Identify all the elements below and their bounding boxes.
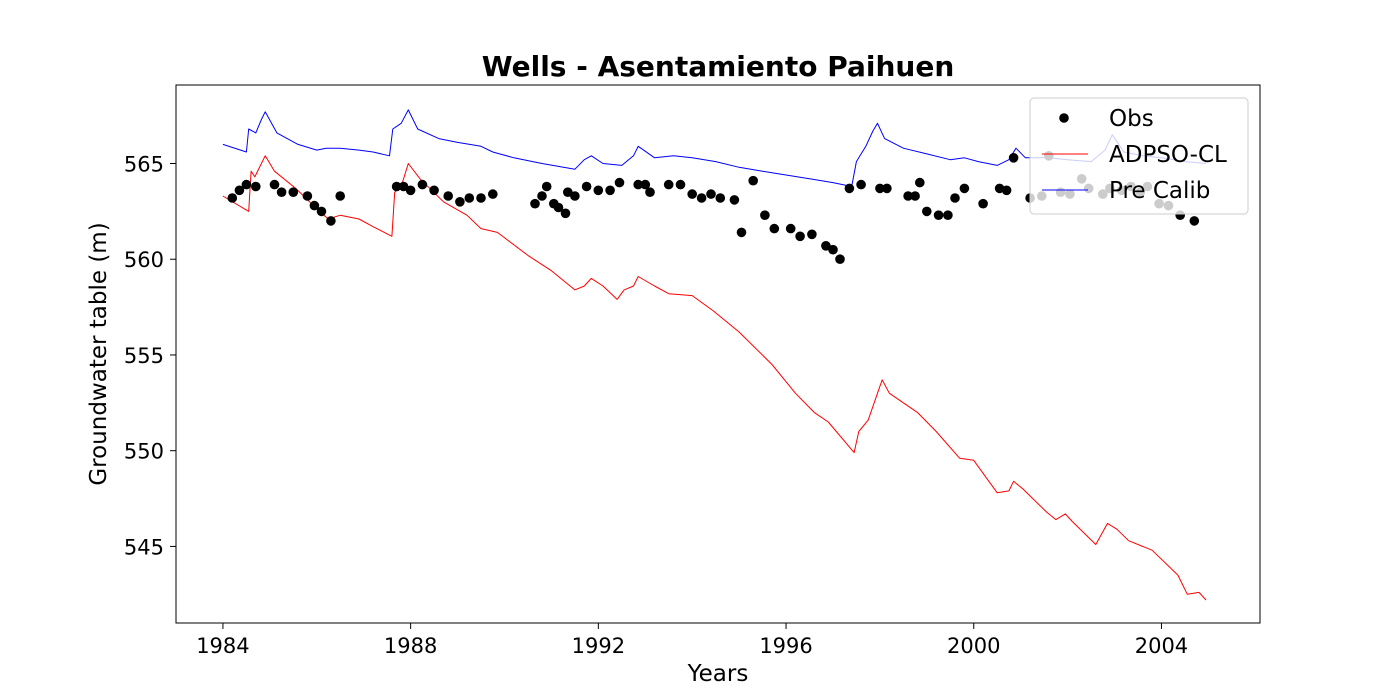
- data-point-obs: [882, 183, 892, 194]
- data-point-obs: [316, 206, 327, 217]
- data-point-obs: [1008, 153, 1019, 163]
- y-tick-label: 560: [124, 248, 164, 272]
- data-point-obs: [429, 185, 439, 196]
- x-tick-label: 1992: [572, 634, 625, 658]
- data-point-obs: [943, 210, 953, 220]
- data-point-obs: [828, 244, 838, 255]
- data-point-obs: [581, 181, 592, 192]
- data-point-obs: [769, 223, 780, 234]
- x-axis-label: Years: [687, 661, 749, 687]
- x-tick-label: 1996: [759, 634, 812, 658]
- data-point-obs: [335, 191, 346, 201]
- data-point-obs: [795, 231, 805, 242]
- data-point-obs: [593, 185, 604, 196]
- data-point-obs: [835, 254, 845, 264]
- data-point-obs: [1189, 216, 1200, 226]
- data-point-obs: [227, 193, 238, 203]
- data-point-obs: [633, 179, 643, 190]
- data-point-obs: [785, 223, 796, 234]
- data-point-obs: [269, 179, 280, 190]
- data-point-obs: [476, 193, 486, 203]
- data-point-obs: [605, 185, 615, 196]
- data-point-obs: [234, 185, 245, 196]
- data-point-obs: [736, 227, 747, 238]
- data-point-obs: [856, 179, 866, 190]
- data-point-obs: [398, 181, 409, 192]
- data-point-obs: [455, 197, 465, 207]
- data-point-obs: [464, 193, 475, 203]
- data-point-obs: [241, 179, 252, 190]
- y-tick-label: 545: [124, 535, 164, 559]
- x-tick-label: 1988: [384, 634, 437, 658]
- data-point-obs: [443, 191, 454, 201]
- data-point-obs: [391, 181, 402, 192]
- axes-frame: [175, 84, 1261, 624]
- data-point-obs: [302, 191, 313, 201]
- data-point-obs: [276, 187, 287, 197]
- data-point-obs: [570, 191, 580, 201]
- legend-label-adpso-cl: ADPSO-CL: [1109, 142, 1227, 168]
- x-tick-label: 2000: [947, 634, 1000, 658]
- data-point-obs: [645, 187, 655, 197]
- data-point-obs: [875, 183, 885, 194]
- data-point-obs: [696, 193, 707, 203]
- data-point-obs: [729, 195, 740, 205]
- data-point-obs: [288, 187, 299, 197]
- data-point-obs: [760, 210, 770, 220]
- data-point-obs: [807, 229, 817, 240]
- data-point-obs: [1001, 185, 1012, 196]
- data-point-obs: [309, 200, 320, 211]
- data-point-obs: [530, 198, 540, 209]
- x-tick-label: 2004: [1135, 634, 1188, 658]
- data-point-obs: [541, 181, 552, 192]
- legend-label-pre-calib: Pre Calib: [1109, 178, 1210, 204]
- data-point-obs: [537, 191, 547, 201]
- legend-entries: Obs ADPSO-CL Pre Calib: [1042, 106, 1227, 204]
- data-point-obs: [563, 187, 573, 197]
- data-point-obs: [933, 210, 944, 220]
- data-point-obs: [748, 175, 758, 186]
- data-point-obs: [910, 191, 920, 201]
- data-point-obs: [663, 179, 674, 190]
- data-point-obs: [675, 179, 686, 190]
- data-point-obs: [553, 202, 564, 213]
- legend-label-obs: Obs: [1109, 106, 1154, 132]
- chart-title: Wells - Asentamiento Paihuen: [482, 50, 955, 83]
- data-point-obs: [560, 208, 571, 219]
- data-point-obs: [488, 189, 498, 199]
- data-point-obs: [922, 206, 932, 217]
- data-point-obs: [915, 177, 925, 188]
- data-point-obs: [715, 193, 726, 203]
- data-point-obs: [844, 183, 855, 194]
- y-tick-label: 550: [124, 440, 164, 464]
- legend-marker-obs: [1059, 113, 1069, 123]
- data-point-obs: [614, 177, 625, 188]
- data-point-obs: [903, 191, 913, 201]
- data-point-obs: [326, 216, 336, 226]
- data-point-obs: [405, 185, 416, 196]
- data-point-obs: [821, 241, 831, 251]
- data-point-obs: [706, 189, 716, 199]
- data-point-obs: [950, 193, 960, 203]
- data-point-obs: [417, 179, 428, 190]
- data-point-obs: [640, 179, 651, 190]
- y-axis-label: Groundwater table (m): [86, 222, 112, 485]
- legend-box: [1029, 97, 1249, 215]
- y-tick-label: 565: [124, 152, 164, 176]
- series-line-adpso-cl: [222, 155, 1207, 601]
- series-line-pre-calib: [222, 109, 1207, 187]
- y-tick-label: 555: [124, 344, 164, 368]
- data-point-obs: [959, 183, 970, 194]
- y-axis: 545 550 555 560 565: [124, 152, 176, 559]
- data-point-obs: [978, 198, 988, 209]
- x-tick-label: 1984: [196, 634, 249, 658]
- legend: Obs ADPSO-CL Pre Calib: [1029, 97, 1249, 215]
- data-point-obs: [251, 181, 261, 192]
- data-point-obs: [687, 189, 697, 199]
- x-axis: 1984 1988 1992 1996 2000 2004: [196, 623, 1188, 658]
